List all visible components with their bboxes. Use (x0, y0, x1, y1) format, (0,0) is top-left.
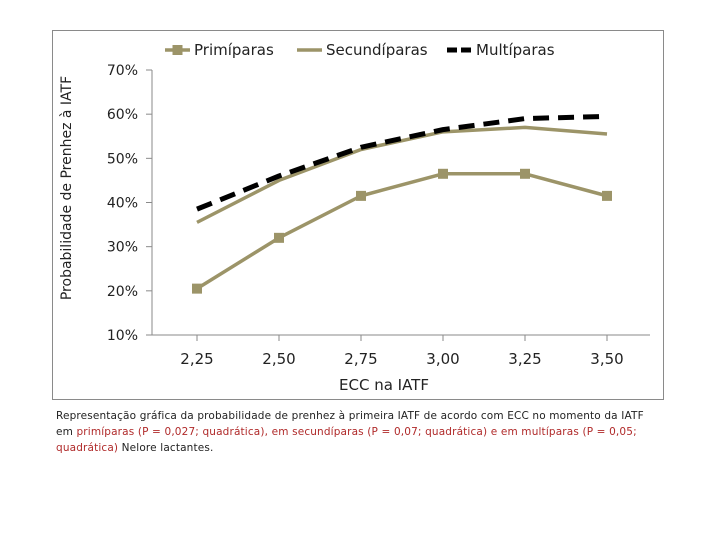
data-point-primíparas (438, 168, 448, 179)
chart: 10% 20% 30% 40% 50% 60% 70% 2,25 2,50 2,75 3,00 3,… (59, 41, 650, 394)
series-line-multíparas (196, 113, 608, 212)
y-tick-label: 70% (107, 63, 138, 79)
y-tick-label: 20% (107, 284, 138, 300)
legend-label-secundíparas: Secundíparas (326, 41, 428, 59)
caption-line-3: quadrática) Nelore lactantes. (56, 440, 662, 456)
data-point-primíparas (520, 168, 530, 179)
figure-caption: Representação gráfica da probabilidade d… (56, 408, 662, 456)
series-line-primíparas (196, 172, 608, 291)
y-tick-label: 30% (107, 240, 138, 256)
y-axis-label: Probabilidade de Prenhez à IATF (59, 76, 75, 300)
y-tick-label: 60% (107, 107, 138, 123)
caption-line-3-suffix: Nelore lactantes. (118, 442, 214, 454)
x-tick-label: 3,50 (590, 350, 623, 368)
x-tick-label: 3,25 (508, 350, 541, 368)
data-point-primíparas (274, 232, 284, 243)
y-axis-ticks: 10% 20% 30% 40% 50% 60% 70% (107, 63, 152, 344)
data-point-primíparas (356, 190, 366, 201)
y-tick-label: 40% (107, 196, 138, 212)
y-tick-label: 50% (107, 151, 138, 167)
chart-frame (52, 30, 664, 400)
legend-label-multíparas: Multíparas (476, 41, 555, 59)
legend: Primíparas Secundíparas Multíparas (165, 41, 555, 59)
series (192, 113, 612, 294)
x-tick-label: 2,75 (344, 350, 377, 368)
x-axis-ticks: 2,25 2,50 2,75 3,00 3,25 3,50 (180, 335, 624, 368)
series-line-secundíparas (196, 125, 608, 224)
y-tick-label: 10% (107, 328, 138, 344)
legend-label-primíparas: Primíparas (194, 41, 274, 59)
data-point-primíparas (602, 190, 612, 201)
caption-line-1: Representação gráfica da probabilidade d… (56, 410, 644, 422)
data-point-primíparas (192, 283, 202, 294)
legend-marker-primíparas (172, 45, 183, 55)
x-tick-label: 2,25 (180, 350, 213, 368)
x-axis-label: ECC na IATF (339, 376, 429, 394)
caption-line-3-red: quadrática) (56, 442, 119, 454)
caption-line-2-red: primíparas (P = 0,027; quadrática), em s… (76, 426, 637, 438)
caption-line-2-prefix: em (56, 426, 77, 438)
x-tick-label: 3,00 (426, 350, 459, 368)
caption-line-2: em primíparas (P = 0,027; quadrática), e… (56, 424, 662, 440)
x-tick-label: 2,50 (262, 350, 295, 368)
